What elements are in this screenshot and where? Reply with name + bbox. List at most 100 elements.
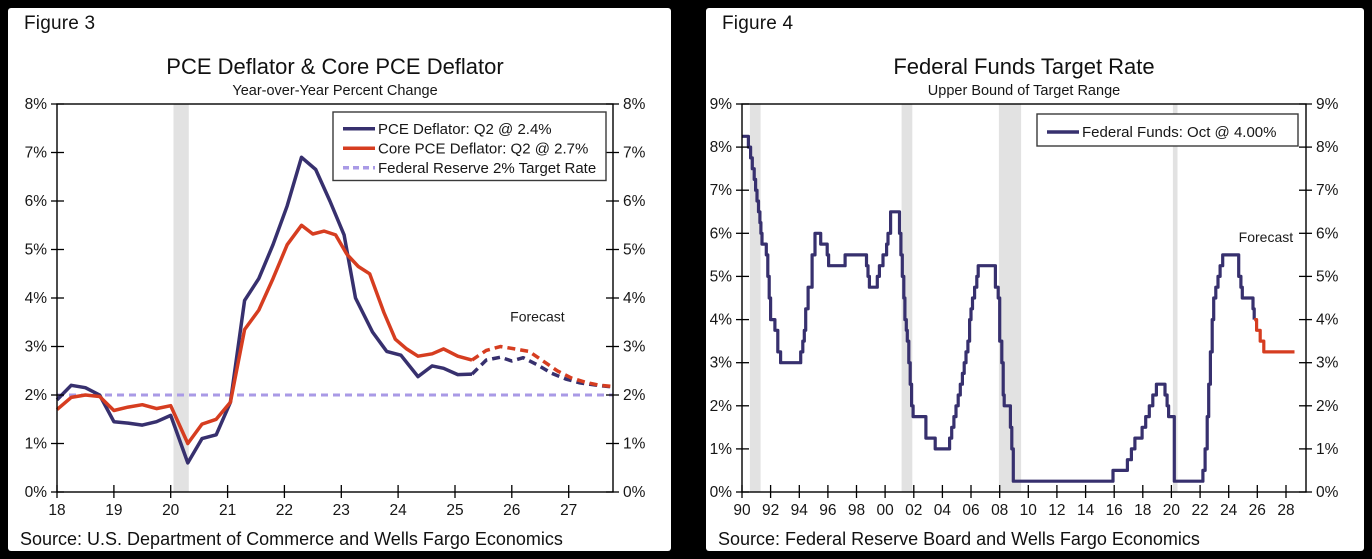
y-tick-label: 6% bbox=[1316, 225, 1339, 242]
figure3-panel: Figure 3 PCE Deflator & Core PCE Deflato… bbox=[8, 8, 671, 551]
x-tick-label: 26 bbox=[1249, 502, 1266, 519]
y-tick-label: 5% bbox=[710, 268, 733, 285]
figure4-subtitle: Upper Bound of Target Range bbox=[927, 83, 1121, 99]
x-tick-label: 23 bbox=[333, 502, 350, 519]
figure4-label: Figure 4 bbox=[722, 13, 794, 34]
series-core-pce-actual bbox=[55, 223, 473, 446]
forecast-annotation: Forecast bbox=[510, 308, 565, 324]
y-tick-label: 0% bbox=[25, 484, 48, 501]
x-tick-label: 08 bbox=[991, 502, 1008, 519]
x-tick-label: 22 bbox=[1191, 502, 1208, 519]
series-core-pce-forecast bbox=[471, 344, 612, 389]
legend-item-label: Core PCE Deflator: Q2 @ 2.7% bbox=[378, 140, 588, 157]
y-tick-label: 5% bbox=[25, 242, 48, 259]
y-tick-label: 1% bbox=[710, 441, 733, 458]
y-tick-label: 4% bbox=[25, 290, 48, 307]
figure3-title: PCE Deflator & Core PCE Deflator bbox=[166, 54, 504, 79]
x-tick-label: 02 bbox=[905, 502, 922, 519]
x-tick-label: 24 bbox=[389, 502, 407, 519]
series-pce-deflator-actual bbox=[55, 155, 473, 465]
x-tick-label: 28 bbox=[1277, 502, 1294, 519]
forecast-annotation: Forecast bbox=[1239, 229, 1294, 245]
series-pce-deflator-forecast bbox=[470, 355, 612, 389]
y-tick-label: 7% bbox=[623, 145, 646, 162]
y-tick-label: 8% bbox=[710, 139, 733, 156]
y-tick-label: 9% bbox=[710, 96, 733, 113]
x-tick-label: 18 bbox=[1134, 502, 1151, 519]
x-tick-label: 22 bbox=[276, 502, 293, 519]
legend-item-label: PCE Deflator: Q2 @ 2.4% bbox=[378, 121, 552, 138]
y-tick-label: 9% bbox=[1316, 96, 1339, 113]
x-tick-label: 10 bbox=[1020, 502, 1038, 519]
x-tick-label: 12 bbox=[1048, 502, 1065, 519]
figure3-header: PCE Deflator & Core PCE Deflator Year-ov… bbox=[8, 54, 671, 99]
y-tick-label: 1% bbox=[623, 436, 646, 453]
y-tick-label: 8% bbox=[1316, 139, 1339, 156]
y-tick-label: 6% bbox=[25, 193, 48, 210]
legend-item-label: Federal Funds: Oct @ 4.00% bbox=[1082, 124, 1276, 141]
x-tick-label: 00 bbox=[876, 502, 894, 519]
x-tick-label: 20 bbox=[162, 502, 180, 519]
y-tick-label: 2% bbox=[1316, 398, 1339, 415]
x-tick-label: 98 bbox=[848, 502, 865, 519]
x-tick-label: 90 bbox=[733, 502, 751, 519]
recession-band bbox=[749, 104, 761, 492]
recession-band bbox=[901, 104, 913, 492]
y-tick-label: 8% bbox=[25, 96, 48, 113]
x-tick-label: 18 bbox=[48, 502, 65, 519]
y-tick-label: 3% bbox=[623, 339, 646, 356]
y-tick-label: 1% bbox=[25, 436, 48, 453]
y-tick-label: 2% bbox=[25, 387, 48, 404]
y-tick-label: 2% bbox=[710, 398, 733, 415]
plot-border bbox=[741, 103, 1307, 493]
legend-item-label: Federal Reserve 2% Target Rate bbox=[378, 160, 596, 177]
y-tick-label: 4% bbox=[623, 290, 646, 307]
x-tick-label: 96 bbox=[819, 502, 836, 519]
y-tick-label: 6% bbox=[623, 193, 646, 210]
recession-band bbox=[998, 104, 1022, 492]
x-tick-label: 24 bbox=[1220, 502, 1238, 519]
x-tick-label: 04 bbox=[934, 502, 952, 519]
pce-deflator-chart: 0% 0% 1% 1% 2% 2% 3% 3% 4% 4% 5% 5% 6% 6% 7% 7% 8% 8% 18 19… bbox=[25, 96, 646, 519]
legend-box bbox=[332, 111, 607, 182]
figure4-title: Federal Funds Target Rate bbox=[893, 54, 1155, 79]
y-tick-label: 7% bbox=[25, 145, 48, 162]
y-tick-label: 5% bbox=[1316, 268, 1339, 285]
y-tick-label: 0% bbox=[623, 484, 646, 501]
x-tick-label: 21 bbox=[219, 502, 236, 519]
figure4-header: Federal Funds Target Rate Upper Bound of… bbox=[706, 54, 1364, 99]
y-tick-label: 4% bbox=[1316, 312, 1339, 329]
y-tick-label: 3% bbox=[25, 339, 48, 356]
y-tick-label: 4% bbox=[710, 312, 733, 329]
figure3-subtitle: Year-over-Year Percent Change bbox=[232, 83, 438, 99]
federal-funds-chart: 0% 0% 1% 1% 2% 2% 3% 3% 4% 4% 5% 5% 6% 6% 7% 7% 8% 8% 9% 9%… bbox=[710, 96, 1339, 519]
figure3-source: Source: U.S. Department of Commerce and … bbox=[20, 529, 563, 549]
series-federal-funds-forecast bbox=[1254, 318, 1295, 354]
x-tick-label: 27 bbox=[560, 502, 577, 519]
y-tick-label: 1% bbox=[1316, 441, 1339, 458]
y-tick-label: 5% bbox=[623, 242, 646, 259]
figure3-label: Figure 3 bbox=[24, 13, 96, 34]
figure4-panel: Figure 4 Federal Funds Target Rate Upper… bbox=[706, 8, 1364, 551]
legend-box bbox=[1036, 113, 1299, 147]
recession-band bbox=[1172, 104, 1178, 492]
y-tick-label: 7% bbox=[1316, 182, 1339, 199]
y-tick-label: 7% bbox=[710, 182, 733, 199]
x-tick-label: 94 bbox=[791, 502, 809, 519]
x-tick-label: 25 bbox=[446, 502, 463, 519]
x-tick-label: 19 bbox=[105, 502, 122, 519]
x-tick-label: 16 bbox=[1106, 502, 1123, 519]
x-tick-label: 06 bbox=[962, 502, 979, 519]
y-tick-label: 2% bbox=[623, 387, 646, 404]
y-tick-label: 0% bbox=[1316, 484, 1339, 501]
x-tick-label: 14 bbox=[1077, 502, 1095, 519]
y-tick-label: 8% bbox=[623, 96, 646, 113]
series-federal-funds-actual bbox=[742, 134, 1256, 483]
y-tick-label: 3% bbox=[1316, 355, 1339, 372]
y-tick-label: 0% bbox=[710, 484, 733, 501]
y-tick-label: 6% bbox=[710, 225, 733, 242]
x-tick-label: 20 bbox=[1163, 502, 1181, 519]
x-tick-label: 26 bbox=[503, 502, 520, 519]
figure4-source: Source: Federal Reserve Board and Wells … bbox=[718, 529, 1200, 549]
